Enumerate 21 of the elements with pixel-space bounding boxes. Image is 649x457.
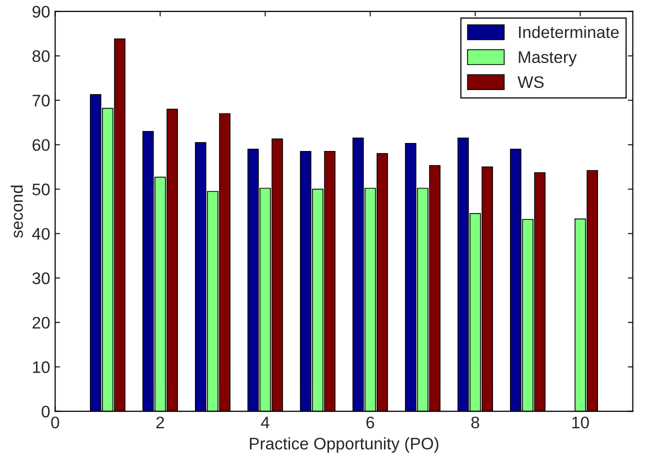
y-tick-label: 40 [32,228,50,240]
x-tick-label: 4 [260,416,270,428]
y-tick-label: 80 [32,50,50,62]
y-tick-label: 60 [32,139,50,151]
x-axis-title: Practice Opportunity (PO) [250,437,438,453]
y-tick-label: 90 [32,6,50,18]
x-tick-label: 2 [156,416,164,428]
y-axis-title: second [10,186,23,238]
x-tick-label: 8 [471,416,480,428]
y-tick-label: 70 [32,94,50,106]
legend-label: Indeterminate [519,26,619,38]
x-tick-label: 10 [572,416,589,428]
y-tick-label: 20 [32,316,50,329]
y-tick-label: 50 [32,184,50,196]
y-tick-label: 30 [32,272,50,284]
x-tick-label: 0 [51,416,60,428]
y-tick-label: 0 [42,406,50,418]
y-tick-label: 10 [33,361,50,374]
legend-label: Mastery [518,51,577,66]
legend-label: WS [518,76,544,88]
x-tick-label: 6 [366,416,374,428]
